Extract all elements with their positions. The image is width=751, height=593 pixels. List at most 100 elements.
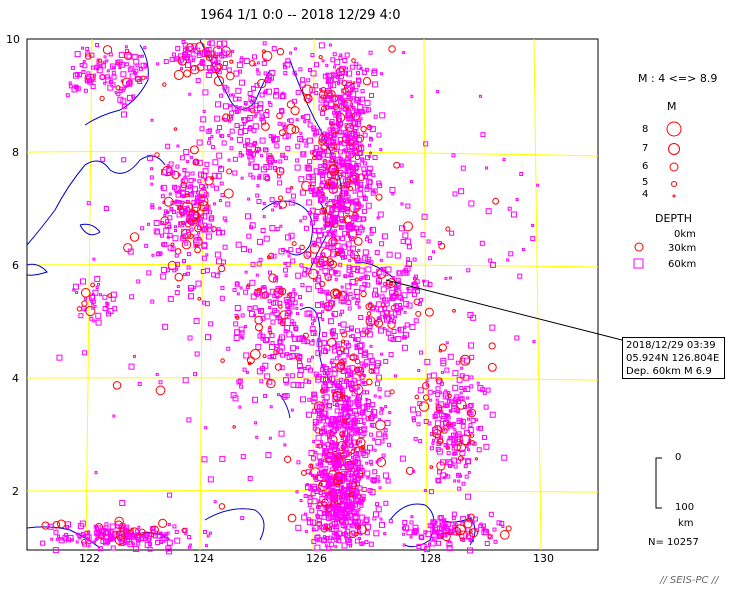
event-square	[352, 128, 357, 133]
event-square	[308, 472, 312, 476]
event-square	[364, 403, 369, 408]
event-square	[317, 232, 324, 239]
event-square	[465, 493, 472, 500]
event-square	[349, 215, 353, 219]
event-square	[460, 516, 467, 523]
event-square	[260, 227, 266, 233]
event-square	[303, 120, 307, 124]
event-circle	[162, 82, 167, 87]
event-square	[70, 65, 75, 70]
event-square	[414, 274, 419, 279]
event-square	[322, 399, 329, 406]
event-circle	[273, 287, 284, 298]
event-square	[165, 143, 171, 149]
event-square	[481, 434, 487, 440]
event-square	[326, 402, 332, 408]
event-square	[365, 256, 372, 263]
event-circle	[422, 394, 430, 401]
event-square	[247, 149, 251, 153]
event-square	[402, 51, 406, 55]
event-square	[293, 326, 298, 331]
event-square	[453, 479, 457, 483]
event-square	[392, 319, 397, 324]
event-square	[431, 520, 435, 524]
event-square	[405, 238, 412, 245]
event-square	[138, 66, 143, 71]
event-circle	[218, 503, 226, 510]
event-square	[336, 448, 340, 452]
event-square	[309, 508, 315, 514]
event-square	[108, 529, 114, 535]
event-square	[316, 340, 323, 347]
event-square	[160, 233, 165, 238]
event-square	[92, 540, 96, 544]
event-square	[521, 248, 525, 252]
event-square	[205, 204, 211, 210]
event-square	[375, 502, 380, 507]
event-square	[85, 46, 90, 51]
event-square	[312, 278, 316, 282]
event-square	[322, 535, 326, 539]
event-square	[321, 347, 328, 354]
event-square	[349, 426, 354, 431]
event-circle	[442, 532, 451, 542]
event-square	[90, 65, 95, 70]
event-square	[144, 243, 149, 248]
event-square	[178, 221, 185, 228]
event-square	[365, 461, 369, 465]
event-square	[275, 286, 282, 293]
event-square	[266, 292, 270, 296]
event-square	[324, 196, 328, 200]
event-square	[365, 184, 370, 189]
event-square	[410, 406, 417, 413]
event-square	[101, 532, 106, 537]
event-square	[452, 451, 457, 456]
event-square	[530, 236, 536, 242]
event-square	[103, 81, 107, 85]
event-square	[168, 192, 172, 196]
event-square	[279, 365, 285, 371]
event-square	[336, 201, 341, 206]
event-square	[409, 520, 414, 525]
event-square	[111, 74, 117, 80]
event-square	[216, 40, 223, 47]
event-square	[82, 350, 88, 356]
event-square	[292, 288, 296, 292]
event-square	[456, 409, 461, 414]
event-square	[100, 63, 106, 69]
event-square	[321, 59, 325, 63]
event-square	[283, 377, 290, 384]
event-square	[462, 405, 467, 410]
event-square	[315, 434, 322, 441]
event-square	[183, 149, 190, 156]
event-square	[202, 109, 206, 113]
event-square	[86, 71, 91, 76]
event-square	[263, 71, 268, 76]
event-square	[253, 164, 260, 171]
event-square	[124, 62, 129, 67]
event-square	[86, 536, 90, 540]
event-square	[202, 168, 209, 175]
event-circle	[192, 158, 200, 166]
event-square	[329, 146, 334, 151]
event-square	[104, 522, 109, 527]
event-square	[268, 165, 273, 170]
event-square	[331, 536, 335, 540]
event-square	[262, 284, 267, 289]
event-square	[232, 96, 238, 102]
event-square	[310, 455, 316, 461]
event-square	[313, 83, 319, 89]
event-square	[383, 316, 390, 323]
event-square	[297, 136, 304, 143]
event-square	[189, 155, 193, 159]
event-square	[132, 545, 139, 552]
event-square	[259, 137, 266, 144]
event-square	[264, 313, 271, 320]
event-square	[429, 398, 433, 402]
event-square	[251, 175, 256, 180]
event-square	[92, 257, 96, 261]
event-circle	[115, 530, 126, 541]
event-square	[314, 450, 318, 454]
event-square	[291, 98, 297, 104]
